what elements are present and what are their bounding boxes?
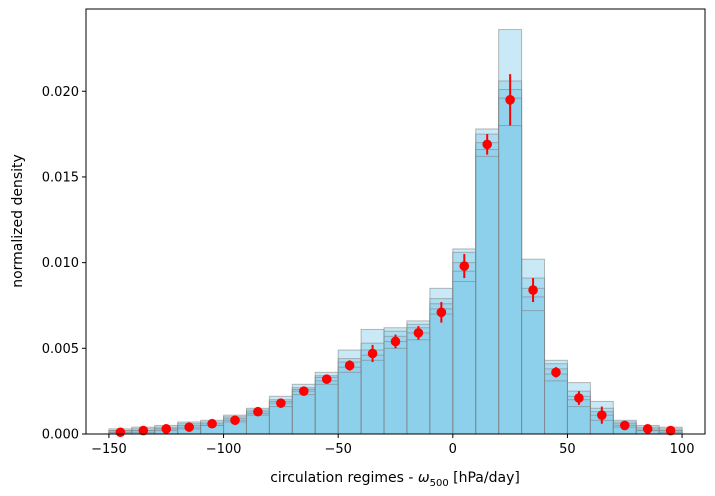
mean-point: [459, 261, 470, 271]
hist-bar: [337, 371, 362, 435]
x-tick-label: −100: [206, 442, 242, 457]
mean-point: [138, 425, 149, 436]
hist-bar: [521, 310, 546, 435]
mean-point: [276, 398, 286, 408]
hist-bar: [268, 406, 293, 435]
mean-point: [619, 420, 630, 431]
x-axis-label-symbol: ω: [418, 470, 430, 486]
mean-point: [551, 367, 561, 378]
mean-point: [482, 139, 493, 150]
mean-point: [253, 406, 263, 417]
y-tick-label: 0.000: [42, 428, 79, 443]
mean-point: [665, 425, 676, 436]
x-axis-label-prefix: circulation regimes -: [270, 470, 418, 486]
y-axis-label: normalized density: [10, 154, 26, 288]
hist-bar: [452, 280, 477, 435]
x-tick-label: 100: [670, 442, 695, 457]
mean-point: [321, 374, 332, 384]
histogram-bars: [108, 29, 683, 435]
hist-bar: [498, 125, 523, 435]
mean-point: [574, 393, 584, 403]
mean-point: [436, 307, 447, 318]
mean-point: [390, 336, 401, 347]
hist-bar: [383, 347, 408, 435]
hist-bar: [544, 380, 568, 435]
hist-bar: [429, 313, 454, 435]
x-axis-label: circulation regimes - ω500 [hPa/day]: [270, 470, 520, 489]
x-axis-ticks: −150 −100 −50 0 50 100: [91, 434, 694, 457]
y-tick-label: 0.005: [42, 342, 79, 357]
hist-bar: [314, 383, 339, 435]
mean-point: [115, 427, 126, 438]
hist-bar: [245, 414, 270, 435]
mean-point: [367, 348, 378, 359]
plot-frame: [85, 8, 706, 435]
x-tick-label: 0: [449, 442, 457, 457]
mean-point: [642, 424, 653, 434]
hist-bar: [475, 155, 500, 435]
y-tick-label: 0.020: [42, 85, 79, 100]
x-tick-label: −150: [91, 442, 127, 457]
hist-bar: [291, 394, 316, 435]
mean-point: [413, 328, 424, 338]
hist-bar: [360, 359, 385, 435]
mean-points: [115, 74, 676, 438]
x-tick-label: −50: [324, 442, 351, 457]
x-axis-label-suffix: [hPa/day]: [449, 470, 520, 486]
x-axis-label-subscript: 500: [430, 478, 449, 489]
mean-point: [505, 95, 515, 105]
mean-point: [528, 285, 538, 295]
hist-bar: [406, 339, 431, 435]
y-axis-ticks: 0.000 0.005 0.010 0.015 0.020: [42, 85, 86, 443]
y-tick-label: 0.015: [42, 170, 79, 185]
mean-point: [161, 424, 172, 434]
mean-point: [344, 360, 355, 371]
mean-point: [299, 386, 309, 396]
mean-point: [184, 422, 194, 432]
mean-point: [230, 415, 240, 426]
hist-bar: [566, 406, 591, 435]
mean-point: [597, 410, 607, 420]
hist-layer: [108, 125, 683, 435]
x-tick-label: 50: [559, 442, 576, 457]
mean-point: [207, 418, 217, 429]
y-tick-label: 0.010: [42, 256, 79, 271]
